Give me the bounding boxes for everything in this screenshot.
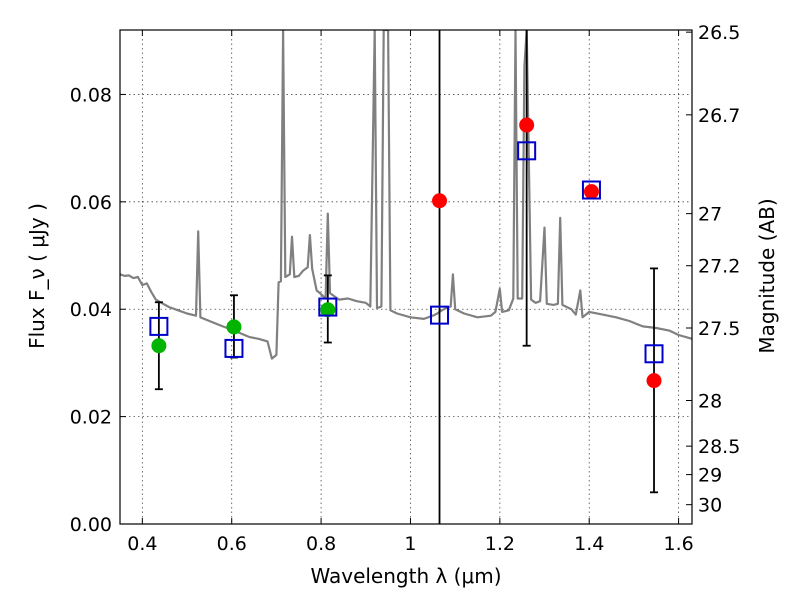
data-point-square bbox=[644, 344, 664, 364]
y-tick-label: 0.00 bbox=[70, 514, 112, 536]
x-tick-label: 1.6 bbox=[663, 533, 693, 555]
y-tick-label: 0.06 bbox=[70, 192, 112, 214]
tick-layer: 0.4 0.6 0.8 1 1.2 1.4 1.6 0.00 0.02 0.04 0.06 0.08 2… bbox=[70, 22, 741, 555]
data-point-square bbox=[581, 180, 601, 200]
y2-tick-label: 28.5 bbox=[698, 436, 740, 458]
marker-layer bbox=[149, 117, 664, 389]
data-point-square bbox=[149, 316, 169, 336]
y2-axis-label: Magnitude (AB) bbox=[755, 198, 779, 353]
data-point-circle bbox=[583, 184, 599, 200]
y-axis-label: Flux F_ν ( μJy ) bbox=[25, 203, 49, 349]
data-point-circle bbox=[519, 117, 535, 133]
y2-tick-label: 30 bbox=[698, 495, 722, 517]
data-point-circle bbox=[320, 302, 336, 318]
data-point-square bbox=[430, 305, 450, 325]
data-point-circle bbox=[432, 193, 448, 209]
y2-tick-label: 26.7 bbox=[698, 105, 740, 127]
data-point-square bbox=[318, 297, 338, 317]
spectrum-layer bbox=[120, 30, 692, 360]
y2-tick-label: 29 bbox=[698, 465, 722, 487]
x-axis-label: Wavelength λ (μm) bbox=[310, 564, 501, 588]
grid-layer bbox=[120, 30, 692, 525]
y-tick-label: 0.02 bbox=[70, 407, 112, 429]
data-point-circle bbox=[151, 338, 167, 354]
y2-tick-label: 28 bbox=[698, 391, 722, 413]
data-point-circle bbox=[646, 373, 662, 389]
y2-tick-label: 27.5 bbox=[698, 318, 740, 340]
x-tick-label: 1 bbox=[404, 533, 416, 555]
y2-tick-label: 27 bbox=[698, 204, 722, 226]
data-point-square bbox=[517, 141, 537, 161]
data-point-square bbox=[224, 338, 244, 358]
y-tick-label: 0.04 bbox=[70, 299, 112, 321]
x-tick-label: 0.6 bbox=[217, 533, 247, 555]
x-tick-label: 1.2 bbox=[485, 533, 515, 555]
x-tick-label: 0.8 bbox=[306, 533, 336, 555]
spectrum-line bbox=[120, 30, 692, 360]
errorbar-layer bbox=[154, 30, 659, 524]
x-tick-label: 1.4 bbox=[574, 533, 604, 555]
y2-tick-label: 26.5 bbox=[698, 22, 740, 44]
y2-tick-label: 27.2 bbox=[698, 256, 740, 278]
x-tick-label: 0.4 bbox=[127, 533, 157, 555]
y-tick-label: 0.08 bbox=[70, 84, 112, 106]
data-point-circle bbox=[226, 319, 242, 335]
plot-frame bbox=[119, 29, 693, 525]
